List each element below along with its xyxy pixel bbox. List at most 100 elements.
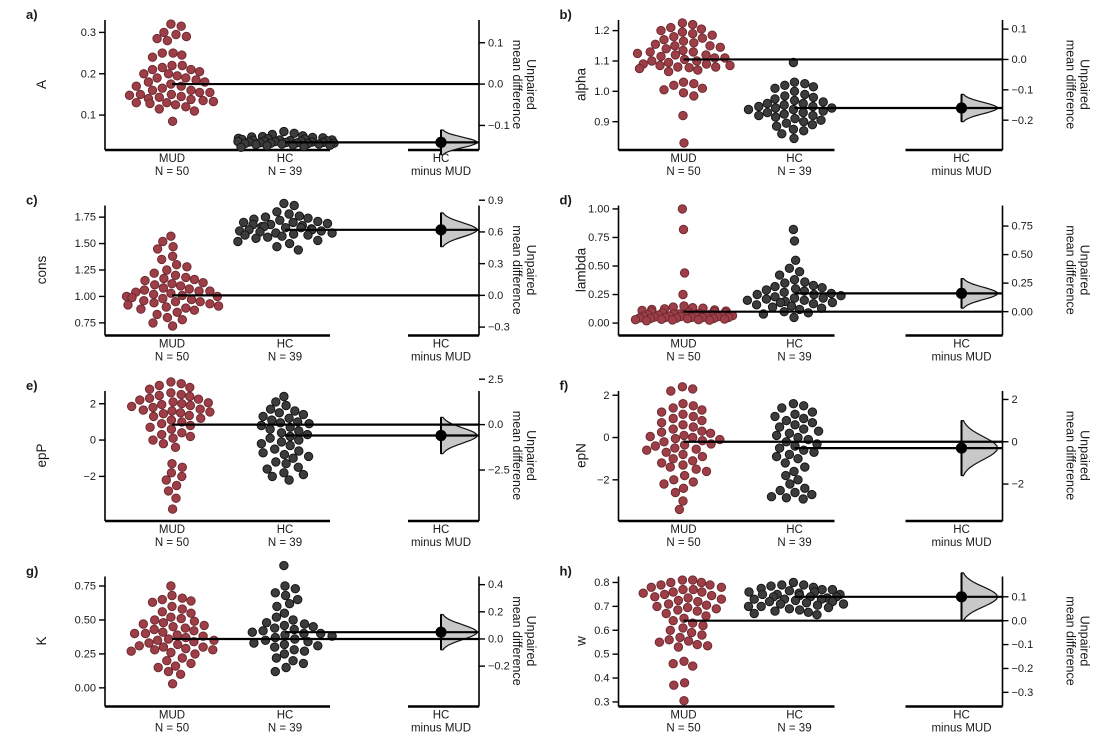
diff-tick-label: 0.0 [488,419,503,431]
data-point [688,661,698,671]
data-point [144,393,155,403]
y-tick-label: 0.4 [594,673,609,685]
diff-tick-label: −0.1 [488,120,510,132]
data-point [641,316,652,326]
mean-diff-dot [435,626,447,638]
data-point [701,59,712,69]
data-point [158,293,168,304]
data-point [677,382,688,392]
data-point [263,232,273,242]
diff-tick-label: −0.3 [488,322,510,334]
group-label-hc: HC [277,710,294,722]
data-point [716,594,727,604]
data-point [167,504,178,514]
data-point [679,268,690,278]
y-axis-label: cons [34,255,49,284]
data-point [677,18,688,28]
group-label-diff: minus MUD [411,166,471,178]
data-point [267,415,277,425]
data-point [308,622,318,632]
data-point [667,315,678,325]
mean-diff-dot [955,442,968,454]
data-point [284,413,294,423]
data-point [673,62,683,72]
diff-tick-label: 0.50 [1012,249,1033,261]
group-label-diff: HC [953,710,970,722]
y-axis-label: epN [574,443,589,468]
data-point [655,60,665,71]
data-point [780,458,790,468]
data-point [159,273,169,284]
diff-tick-label: 0.3 [488,258,503,270]
diff-tick-label: −0.2 [1012,663,1034,675]
data-point [194,67,205,77]
data-point [289,128,299,139]
data-point [290,406,300,416]
data-point [678,224,689,235]
data-point [262,141,272,151]
data-point [794,605,805,615]
data-point [276,428,287,438]
panel-b: b) alpha 0.9 1.0 1.1 1.2 0.1 0.0 −0.1 −0.2 Unpaire… [560,7,1092,178]
data-point [274,408,284,418]
data-point [270,632,280,643]
data-point [698,620,708,631]
data-point [294,211,305,221]
data-point [279,620,290,631]
data-point [265,404,276,414]
data-point [808,110,818,121]
mud-swarm [638,575,727,706]
data-point [157,48,168,58]
group-label-hc: N = 39 [268,352,302,364]
data-point [189,274,200,285]
data-point [299,141,309,152]
data-point [781,493,792,503]
data-point [756,601,766,612]
data-point [799,117,809,127]
diff-tick-label: −0.1 [1012,639,1034,651]
data-point [145,422,155,432]
group-label-hc: HC [786,524,803,536]
diff-axis-label: Unpairedmean difference [510,225,538,314]
group-label-hc: N = 39 [268,166,302,178]
data-point [240,230,250,240]
data-point [674,504,685,515]
data-point [153,662,163,673]
group-label-diff: minus MUD [931,537,991,549]
data-point [766,581,776,591]
data-point [238,217,249,228]
y-tick-label: 0.75 [75,581,96,593]
data-point [167,116,178,127]
y-tick-label: 0.3 [594,697,609,709]
data-point [177,604,188,614]
data-point [789,312,799,323]
data-point [177,428,187,438]
data-point [647,56,657,66]
data-point [788,104,799,115]
data-point [679,430,689,441]
group-label-diff: HC [953,153,970,165]
data-point [134,641,145,651]
data-point [656,427,667,437]
data-point [205,286,215,296]
data-point [288,217,298,228]
data-point [812,610,822,620]
data-point [127,292,137,303]
data-point [168,242,178,252]
data-point [298,658,309,669]
data-point [697,630,707,640]
data-point [638,588,648,598]
data-point [162,265,172,275]
data-point [314,139,324,149]
diff-tick-label: −0.3 [1012,687,1034,699]
data-point [181,31,192,42]
data-point [663,66,674,77]
data-point [293,594,303,605]
data-point [154,92,165,103]
data-point [166,581,176,591]
panel-letter: a) [26,7,38,22]
y-tick-label: 0.3 [81,27,96,39]
data-point [683,636,694,646]
data-point [289,645,299,655]
y-tick-label: 1.75 [75,212,96,224]
